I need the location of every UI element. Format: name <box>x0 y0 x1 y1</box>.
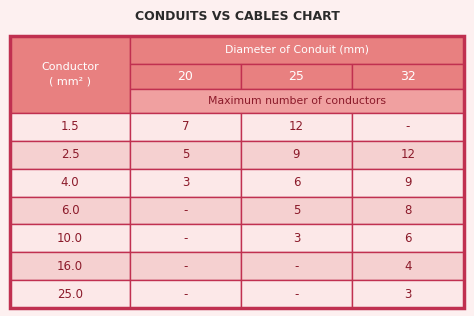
Bar <box>130 197 241 224</box>
Bar <box>352 280 464 308</box>
Text: -: - <box>183 288 188 301</box>
Text: 9: 9 <box>404 176 412 189</box>
Bar <box>241 113 352 141</box>
Text: 5: 5 <box>182 148 189 161</box>
Text: 9: 9 <box>293 148 300 161</box>
Text: 12: 12 <box>401 148 416 161</box>
Text: 3: 3 <box>404 288 412 301</box>
Bar <box>241 224 352 252</box>
Bar <box>241 169 352 197</box>
Text: Conductor: Conductor <box>41 63 99 72</box>
Text: 6: 6 <box>404 232 412 245</box>
Bar <box>130 141 241 169</box>
Text: -: - <box>294 288 299 301</box>
Bar <box>10 141 130 169</box>
Text: 32: 32 <box>400 70 416 83</box>
Bar <box>130 224 241 252</box>
Bar <box>130 252 241 280</box>
Text: 25.0: 25.0 <box>57 288 83 301</box>
Bar <box>10 113 130 141</box>
Bar <box>130 169 241 197</box>
Bar <box>241 252 352 280</box>
Bar <box>352 224 464 252</box>
Bar <box>241 280 352 308</box>
Bar <box>352 252 464 280</box>
Bar <box>10 169 130 197</box>
Text: -: - <box>183 232 188 245</box>
Text: ( mm² ): ( mm² ) <box>49 76 91 87</box>
Bar <box>352 169 464 197</box>
Text: 20: 20 <box>178 70 193 83</box>
Text: 2.5: 2.5 <box>61 148 79 161</box>
Bar <box>130 36 464 64</box>
Bar <box>352 113 464 141</box>
Text: 7: 7 <box>182 120 189 133</box>
Text: 16.0: 16.0 <box>57 260 83 273</box>
Bar <box>10 224 130 252</box>
Text: 4: 4 <box>404 260 412 273</box>
Bar <box>241 197 352 224</box>
Text: 4.0: 4.0 <box>61 176 79 189</box>
Text: 5: 5 <box>293 204 300 217</box>
Bar <box>130 113 241 141</box>
Bar <box>10 197 130 224</box>
Bar <box>352 64 464 89</box>
Text: -: - <box>406 120 410 133</box>
Text: 3: 3 <box>182 176 189 189</box>
Text: Diameter of Conduit (mm): Diameter of Conduit (mm) <box>225 45 369 55</box>
Text: CONDUITS VS CABLES CHART: CONDUITS VS CABLES CHART <box>135 9 339 22</box>
Bar <box>130 89 464 113</box>
Bar <box>10 36 130 113</box>
Text: -: - <box>294 260 299 273</box>
Text: 1.5: 1.5 <box>61 120 79 133</box>
Text: -: - <box>183 204 188 217</box>
Text: Maximum number of conductors: Maximum number of conductors <box>208 96 386 106</box>
Text: 25: 25 <box>289 70 304 83</box>
Text: 12: 12 <box>289 120 304 133</box>
Text: 6.0: 6.0 <box>61 204 79 217</box>
Text: 8: 8 <box>404 204 412 217</box>
Bar <box>130 64 241 89</box>
Bar <box>130 280 241 308</box>
Bar <box>241 64 352 89</box>
Text: -: - <box>183 260 188 273</box>
Bar <box>352 141 464 169</box>
Bar <box>10 36 464 308</box>
Bar <box>241 141 352 169</box>
Bar <box>10 280 130 308</box>
Bar <box>352 197 464 224</box>
Bar <box>10 252 130 280</box>
Text: 3: 3 <box>293 232 300 245</box>
Text: 6: 6 <box>293 176 300 189</box>
Text: 10.0: 10.0 <box>57 232 83 245</box>
